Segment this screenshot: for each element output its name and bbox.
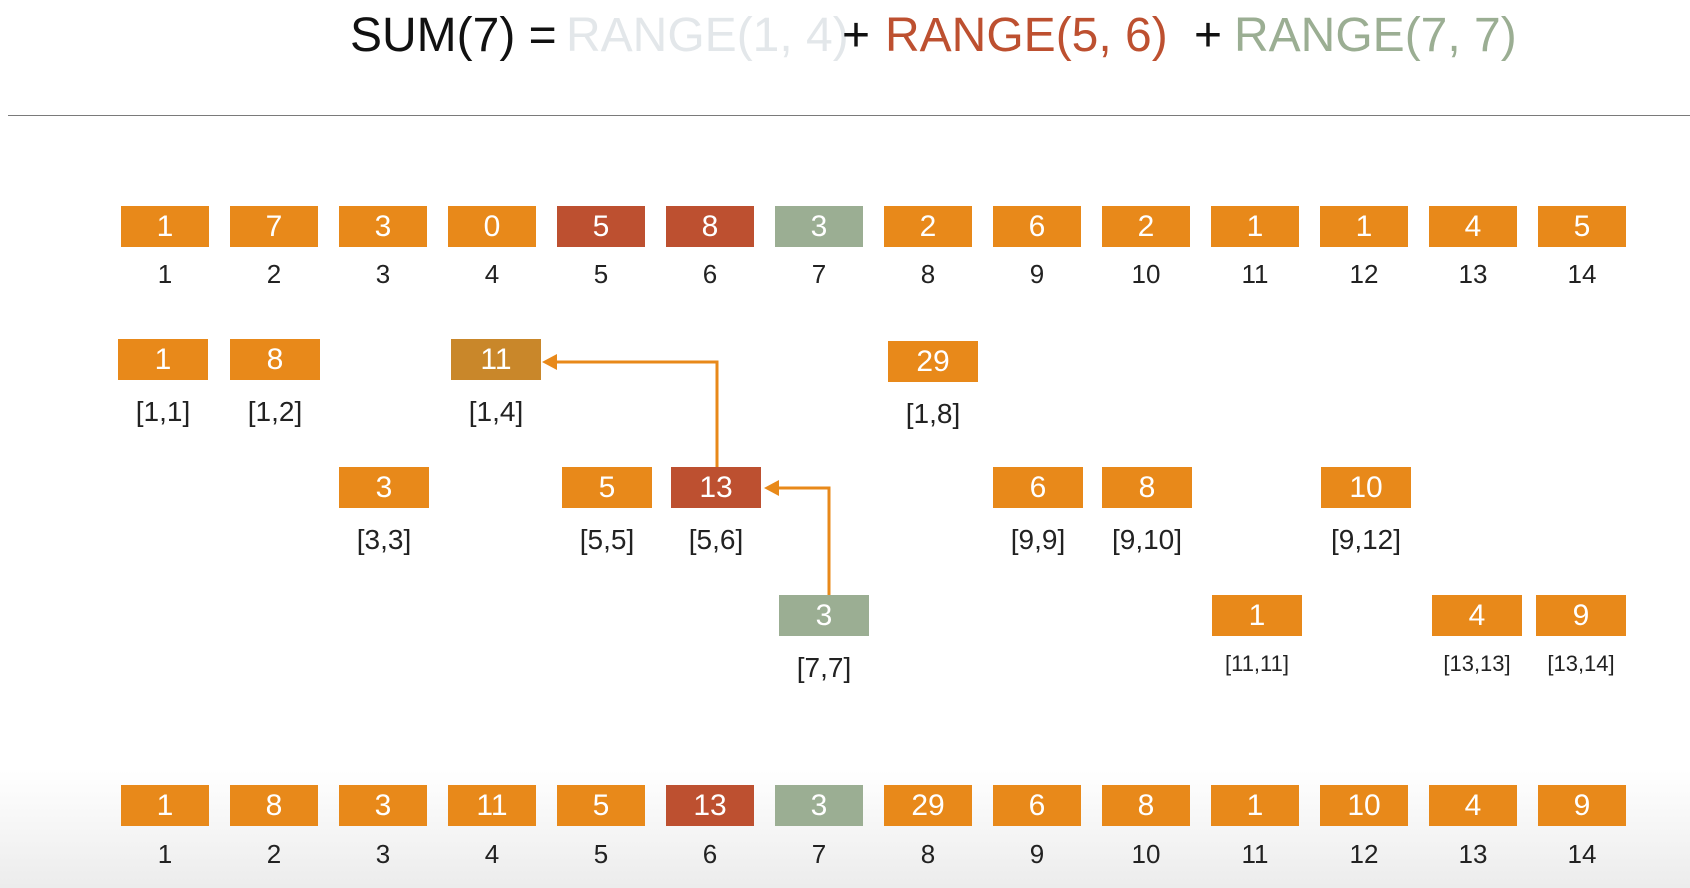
range-label: [11,11]	[1224, 651, 1289, 676]
tree-node-13-14: 9	[1536, 595, 1626, 636]
input-index: 1	[157, 259, 173, 289]
fenwick-cell: 9	[1538, 785, 1626, 826]
fenwick-cell: 10	[1320, 785, 1408, 826]
fenwick-cell: 8	[1102, 785, 1190, 826]
tree-node-1-8: 29	[888, 341, 978, 382]
sum-label: SUM(7) =	[350, 9, 557, 62]
range-1-4-label: RANGE(1, 4)	[566, 9, 849, 62]
fenwick-index: 10	[1131, 839, 1161, 869]
fenwick-index: 4	[484, 839, 500, 869]
fenwick-index: 8	[920, 839, 936, 869]
fenwick-cell: 5	[557, 785, 645, 826]
fenwick-cell: 11	[448, 785, 536, 826]
fenwick-cell: 1	[121, 785, 209, 826]
tree-node-13-13: 4	[1432, 595, 1522, 636]
arrowhead-5-6	[764, 480, 779, 496]
fenwick-cell: 3	[775, 785, 863, 826]
fenwick-index: 14	[1567, 839, 1597, 869]
tree-node-5-5: 5	[562, 467, 652, 508]
fenwick-index: 9	[1029, 839, 1045, 869]
range-label: [1,4]	[468, 396, 524, 427]
input-index: 4	[484, 259, 500, 289]
plus-sign-2: +	[1194, 9, 1223, 62]
fenwick-index: 11	[1241, 839, 1269, 869]
input-cell: 3	[339, 206, 427, 247]
input-cell: 3	[775, 206, 863, 247]
range-label: [7,7]	[796, 652, 852, 683]
input-index: 5	[593, 259, 609, 289]
range-label: [1,1]	[135, 396, 191, 427]
range-label: [3,3]	[356, 524, 412, 555]
range-label: [9,10]	[1111, 524, 1183, 555]
tree-node-9-12: 10	[1321, 467, 1411, 508]
tree-node-3-3: 3	[339, 467, 429, 508]
fenwick-cell: 8	[230, 785, 318, 826]
input-index: 9	[1029, 259, 1045, 289]
tree-node-1-4: 11	[451, 339, 541, 380]
fenwick-cell: 13	[666, 785, 754, 826]
tree-node-9-10: 8	[1102, 467, 1192, 508]
range-label: [13,14]	[1547, 651, 1615, 676]
tree-node-11-11: 1	[1212, 595, 1302, 636]
fenwick-index: 5	[593, 839, 609, 869]
input-index: 10	[1131, 259, 1161, 289]
fenwick-index: 3	[375, 839, 391, 869]
input-cell: 5	[557, 206, 645, 247]
tree-node-7-7: 3	[779, 595, 869, 636]
fenwick-cell: 1	[1211, 785, 1299, 826]
range-label: [1,2]	[247, 396, 303, 427]
fenwick-index: 13	[1458, 839, 1488, 869]
range-label: [9,9]	[1010, 524, 1066, 555]
fenwick-cell: 4	[1429, 785, 1517, 826]
fenwick-index: 2	[266, 839, 282, 869]
range-label: [1,8]	[905, 398, 961, 429]
fenwick-index: 7	[811, 839, 827, 869]
input-index: 3	[375, 259, 391, 289]
input-cell: 2	[1102, 206, 1190, 247]
input-index: 2	[266, 259, 282, 289]
formula-title: SUM(7) = RANGE(1, 4) + RANGE(5, 6) + RAN…	[0, 6, 1690, 66]
input-cell: 1	[1211, 206, 1299, 247]
input-index: 6	[702, 259, 718, 289]
tree-node-5-6: 13	[671, 467, 761, 508]
range-label: [5,5]	[579, 524, 635, 555]
tree-node-1-2: 8	[230, 339, 320, 380]
input-index: 7	[811, 259, 827, 289]
tree-node-1-1: 1	[118, 339, 208, 380]
arrow-7-7-to-5-6	[777, 486, 831, 597]
range-label: [13,13]	[1443, 651, 1511, 676]
input-index: 12	[1349, 259, 1379, 289]
input-cell: 0	[448, 206, 536, 247]
range-label: [5,6]	[688, 524, 744, 555]
fenwick-index: 6	[702, 839, 718, 869]
arrow-5-6-to-1-4	[555, 360, 719, 468]
input-index: 8	[920, 259, 936, 289]
input-index: 14	[1567, 259, 1597, 289]
range-5-6-label: RANGE(5, 6)	[885, 9, 1168, 62]
input-cell: 1	[1320, 206, 1408, 247]
title-divider	[8, 115, 1690, 116]
fenwick-cell: 6	[993, 785, 1081, 826]
input-cell: 2	[884, 206, 972, 247]
range-7-7-label: RANGE(7, 7)	[1234, 9, 1517, 62]
fenwick-cell: 29	[884, 785, 972, 826]
input-index: 13	[1458, 259, 1488, 289]
arrowhead-1-4	[542, 354, 557, 370]
tree-node-9-9: 6	[993, 467, 1083, 508]
input-cell: 4	[1429, 206, 1517, 247]
range-label: [9,12]	[1330, 524, 1402, 555]
input-cell: 7	[230, 206, 318, 247]
fenwick-index: 1	[157, 839, 173, 869]
input-index: 11	[1241, 259, 1269, 289]
input-cell: 5	[1538, 206, 1626, 247]
fenwick-index: 12	[1349, 839, 1379, 869]
input-cell: 6	[993, 206, 1081, 247]
input-cell: 8	[666, 206, 754, 247]
fenwick-cell: 3	[339, 785, 427, 826]
input-cell: 1	[121, 206, 209, 247]
plus-sign-1: +	[842, 9, 871, 62]
